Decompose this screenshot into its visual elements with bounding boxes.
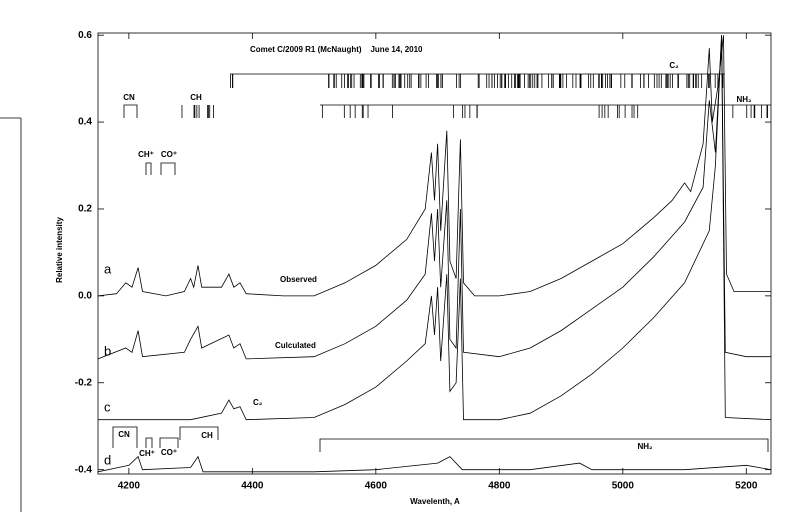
y-tick-label: 0.2 bbox=[78, 204, 92, 215]
band-bracket bbox=[179, 426, 219, 440]
series-letter: b bbox=[104, 343, 111, 358]
spectrum-line bbox=[97, 35, 771, 360]
band-bracket bbox=[319, 438, 769, 452]
band-label: CN bbox=[118, 430, 130, 439]
band-bracket bbox=[123, 104, 138, 118]
series-letter: d bbox=[104, 452, 111, 467]
band-bracket bbox=[159, 437, 179, 448]
band-label: C₂ bbox=[669, 61, 679, 70]
y-tick-label: -0.4 bbox=[75, 464, 93, 475]
y-tick-label: -0.2 bbox=[75, 377, 93, 388]
band-label: CH bbox=[190, 93, 202, 102]
series-label: C₂ bbox=[253, 398, 263, 407]
y-tick-label: 0.0 bbox=[78, 291, 92, 302]
x-tick-label: 5000 bbox=[612, 481, 635, 492]
plot-frame bbox=[97, 32, 772, 475]
band-bracket bbox=[112, 426, 138, 448]
y-tick-label: 0.4 bbox=[78, 117, 92, 128]
band-label: NH₂ bbox=[736, 95, 752, 104]
spectrum-line bbox=[98, 35, 772, 421]
band-label: CH⁺ bbox=[138, 150, 154, 159]
band-label: CH bbox=[201, 431, 213, 440]
series-letter: c bbox=[104, 399, 111, 414]
series-label: Observed bbox=[280, 275, 317, 284]
x-tick-label: 4600 bbox=[365, 481, 388, 492]
band-bracket bbox=[145, 162, 152, 175]
chart-title: Comet C/2009 R1 (McNaught) June 14, 2010 bbox=[250, 45, 423, 54]
y-axis-label: Relative intensity bbox=[55, 217, 64, 283]
band-bracket bbox=[160, 162, 176, 175]
spectrum-line bbox=[97, 455, 772, 473]
x-axis-label: Wavelenth, A bbox=[410, 497, 460, 506]
band-label: CO⁺ bbox=[161, 448, 177, 457]
x-tick-label: 4800 bbox=[488, 481, 511, 492]
series-label: Culculated bbox=[275, 341, 316, 350]
band-label: CO⁺ bbox=[161, 150, 177, 159]
x-tick-label: 4400 bbox=[241, 481, 264, 492]
y-tick-label: 0.6 bbox=[78, 30, 92, 41]
x-tick-label: 5200 bbox=[735, 481, 758, 492]
band-bracket bbox=[145, 437, 153, 448]
band-label: CN bbox=[123, 93, 135, 102]
series-letter: a bbox=[104, 261, 112, 276]
band-label: NH₂ bbox=[637, 442, 653, 451]
x-tick-label: 4200 bbox=[118, 481, 141, 492]
band-label: CH⁺ bbox=[139, 449, 155, 458]
spectrum-line bbox=[97, 35, 771, 297]
